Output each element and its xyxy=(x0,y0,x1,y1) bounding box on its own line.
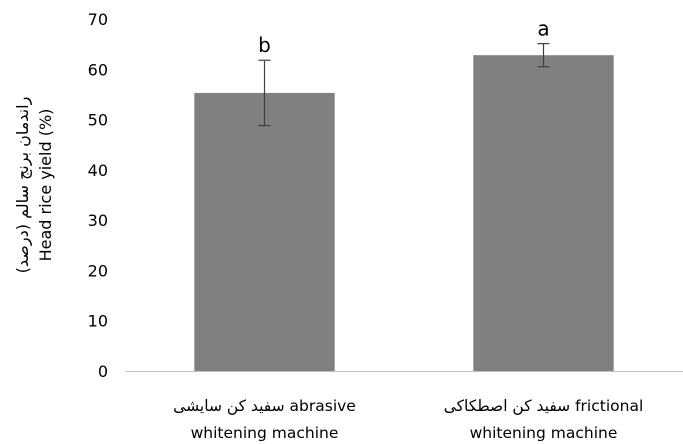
significance-letter: b xyxy=(258,33,271,57)
y-tick-label: 40 xyxy=(88,161,108,180)
y-tick-label: 50 xyxy=(88,111,108,130)
category-labels: سفید کن سایشی abrasive whitening machine س… xyxy=(173,397,643,442)
category-label: سفید کن اصطکاکی frictional xyxy=(444,397,644,415)
y-tick-label: 0 xyxy=(98,362,108,381)
bar xyxy=(473,55,614,371)
y-tick-label: 70 xyxy=(88,10,108,29)
bars xyxy=(194,55,614,372)
significance-letters: ba xyxy=(258,17,549,58)
error-bars xyxy=(258,43,550,127)
bar xyxy=(194,92,335,372)
y-tick-label: 10 xyxy=(88,312,108,331)
y-axis-label: راندمان برنج سالم (درصد) Head rice yield… xyxy=(13,97,55,274)
y-axis-ticks: 0 10 20 30 40 50 60 70 xyxy=(88,10,108,381)
category-label: سفید کن سایشی abrasive xyxy=(173,397,356,415)
error-bar xyxy=(537,43,550,68)
error-bar xyxy=(258,59,271,127)
y-tick-label: 60 xyxy=(88,60,108,79)
significance-letter: a xyxy=(537,17,549,41)
y-tick-label: 20 xyxy=(88,261,108,280)
y-tick-label: 30 xyxy=(88,211,108,230)
y-axis-label-persian: راندمان برنج سالم (درصد) xyxy=(13,97,33,274)
y-axis-label-english: Head rice yield (%) xyxy=(36,109,55,262)
category-label-line2: whitening machine xyxy=(191,424,339,442)
category-label-line2: whitening machine xyxy=(470,424,618,442)
